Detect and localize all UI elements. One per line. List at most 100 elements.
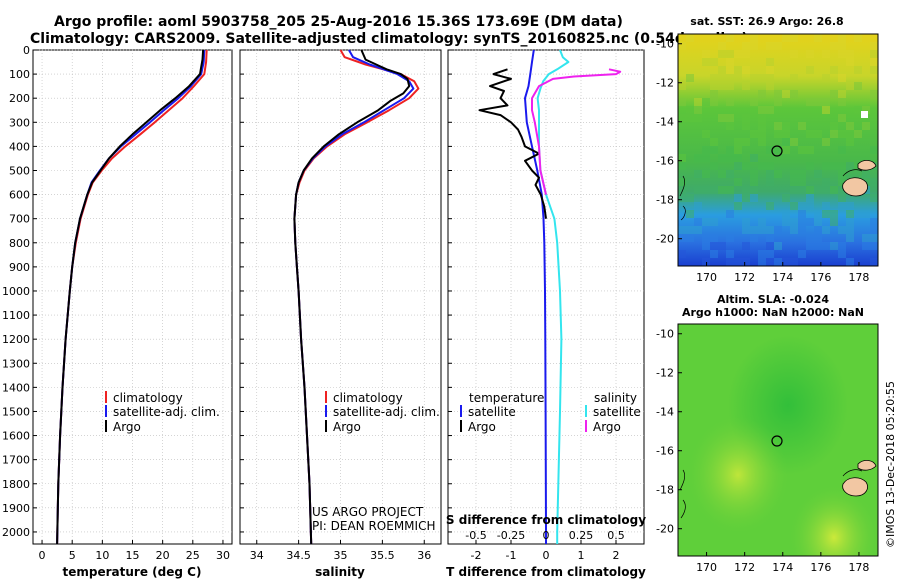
sst-pixel <box>870 178 878 186</box>
sst-pixel <box>694 114 702 122</box>
sst-pixel <box>702 170 710 178</box>
sst-pixel <box>870 194 878 202</box>
sst-pixel <box>814 234 822 242</box>
depth-tick-label: 1100 <box>2 309 30 322</box>
sst-pixel <box>814 210 822 218</box>
sst-pixel <box>694 98 702 106</box>
sst-pixel <box>798 250 806 258</box>
sst-pixel <box>798 122 806 130</box>
temperature-tick-labels: 0 5 10 15 20 25 30 <box>39 549 230 562</box>
sst-pixel <box>710 162 718 170</box>
sst-pixel <box>806 242 814 250</box>
sst-pixel <box>734 258 742 266</box>
sst-pixel <box>806 50 814 58</box>
sst-pixel <box>758 114 766 122</box>
sst-pixel <box>782 122 790 130</box>
sst-pixel <box>838 186 846 194</box>
sst-pixel <box>790 170 798 178</box>
temperature-lines <box>56 49 208 545</box>
sst-pixel <box>862 234 870 242</box>
sst-pixel <box>694 106 702 114</box>
sst-pixel <box>870 258 878 266</box>
sst-pixel <box>726 234 734 242</box>
legend-t-argo-label: Argo <box>468 420 496 434</box>
sst-pixel <box>798 186 806 194</box>
sst-pixel <box>822 106 830 114</box>
sst-pixel <box>870 242 878 250</box>
sst-pixel <box>870 234 878 242</box>
legend-argo-label: Argo <box>333 420 361 434</box>
sst-longitude-ticks: 170 172 174 176 178 <box>696 262 869 284</box>
sst-pixel <box>758 218 766 226</box>
sst-pixel <box>742 162 750 170</box>
t-difference-axis-label: T difference from climatology <box>446 565 646 579</box>
x-tick-label: 0 <box>39 549 46 562</box>
difference-panel: -2 -1 0 1 2 -0.5 -0.25 0 0.25 0.5 T difference f… <box>446 49 646 579</box>
sst-pixel <box>758 258 766 266</box>
sst-pixel <box>686 226 694 234</box>
series-line-argo <box>293 49 411 545</box>
sst-pixel <box>766 258 774 266</box>
sst-pixel <box>766 170 774 178</box>
sst-pixel <box>774 122 782 130</box>
lat-tick-label: -20 <box>656 523 674 536</box>
sst-reef-contour <box>842 169 863 177</box>
sst-pixel <box>806 130 814 138</box>
sst-pixel <box>750 34 758 42</box>
sst-map-title: sat. SST: 26.9 Argo: 26.8 <box>690 15 843 28</box>
sst-pixel <box>734 138 742 146</box>
sst-pixel <box>854 210 862 218</box>
sst-pixel <box>742 66 750 74</box>
sst-pixel <box>678 114 686 122</box>
sst-pixel <box>822 202 830 210</box>
sst-pixel <box>766 146 774 154</box>
sst-argo-position-marker <box>771 145 783 157</box>
sst-pixel <box>726 146 734 154</box>
sst-pixel <box>798 146 806 154</box>
sst-pixel <box>686 106 694 114</box>
sst-pixel <box>862 210 870 218</box>
depth-tick-label: 1800 <box>2 478 30 491</box>
sst-pixel <box>830 218 838 226</box>
sst-pixel <box>686 194 694 202</box>
sst-pixel <box>790 202 798 210</box>
depth-tick-label: 1600 <box>2 430 30 443</box>
sst-pixel <box>862 242 870 250</box>
depth-tick-label: 1000 <box>2 285 30 298</box>
sst-pixel <box>742 82 750 90</box>
sst-pixel <box>846 202 854 210</box>
sst-pixel <box>774 146 782 154</box>
lon-tick-label: 178 <box>848 271 869 284</box>
sst-pixel <box>742 50 750 58</box>
depth-tick-label: 1400 <box>2 381 30 394</box>
sst-pixel <box>742 138 750 146</box>
sst-pixel <box>814 242 822 250</box>
difference-lines <box>478 49 622 544</box>
sst-pixel <box>774 90 782 98</box>
depth-tick-label: 1500 <box>2 405 30 418</box>
sst-pixel <box>718 74 726 82</box>
top-tick-label: -0.5 <box>465 529 486 542</box>
sst-pixel <box>694 226 702 234</box>
sst-pixel <box>726 122 734 130</box>
title-line-2: Climatology: CARS2009. Satellite-adjuste… <box>30 31 748 47</box>
sst-pixel <box>694 186 702 194</box>
sst-pixel <box>678 226 686 234</box>
sst-pixel <box>694 154 702 162</box>
sst-pixel <box>814 170 822 178</box>
sst-pixel <box>830 122 838 130</box>
sst-pixel <box>734 202 742 210</box>
sst-pixel <box>742 194 750 202</box>
sst-pixel <box>766 234 774 242</box>
temperature-panel: 0100200300400500600700800900100011001200… <box>2 44 233 579</box>
sst-pixel <box>806 98 814 106</box>
sst-pixel <box>790 218 798 226</box>
sst-pixel <box>702 58 710 66</box>
top-tick-label: 0.5 <box>607 529 625 542</box>
sst-pixel <box>846 210 854 218</box>
sst-pixel <box>838 98 846 106</box>
imos-timestamp: ©IMOS 13-Dec-2018 05:20:55 <box>884 381 897 548</box>
sst-pixel <box>758 130 766 138</box>
sst-pixel <box>830 162 838 170</box>
sla-island-vanua-levu <box>857 460 877 471</box>
